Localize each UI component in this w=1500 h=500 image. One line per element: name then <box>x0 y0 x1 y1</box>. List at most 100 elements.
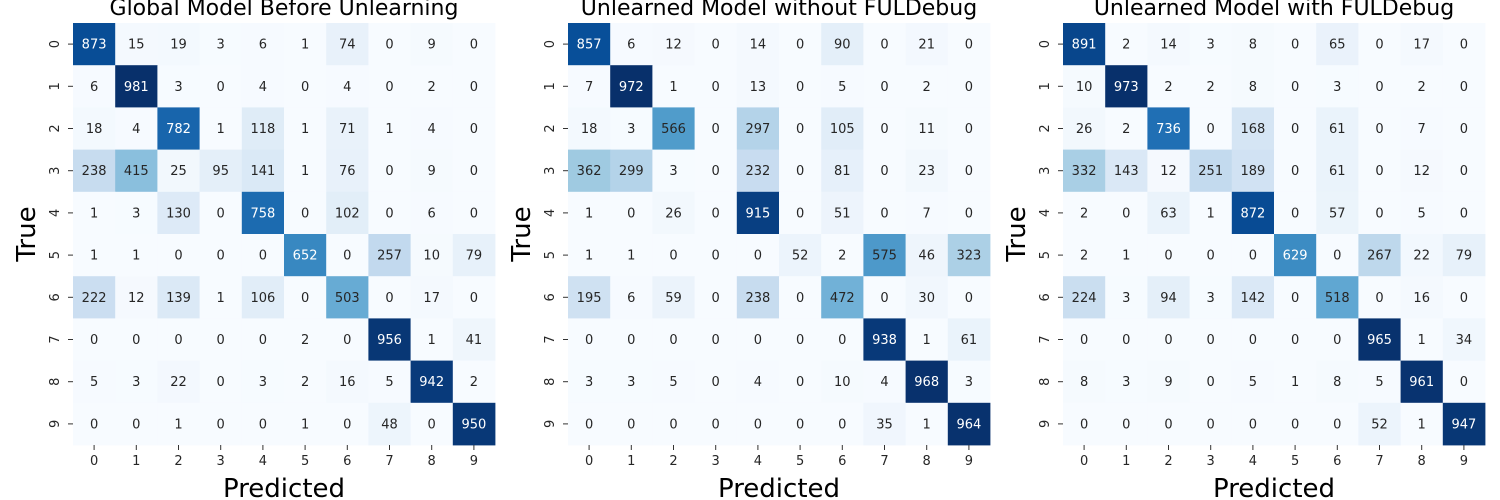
heatmap-cell <box>905 318 949 361</box>
cell-value-label: 0 <box>880 80 888 95</box>
cell-value-label: 0 <box>1207 122 1215 137</box>
cell-value-label: 0 <box>1460 291 1468 306</box>
cell-value-label: 18 <box>581 122 598 137</box>
heatmap-cell <box>326 23 369 66</box>
heatmap-cell <box>821 318 864 361</box>
cell-value-label: 8 <box>1249 38 1257 53</box>
heatmap-cell <box>199 318 243 361</box>
heatmap-cell <box>1274 23 1317 66</box>
heatmap-cell <box>610 107 653 150</box>
panel-unlearned-with-fuldebug: 891 2 14 3 8 0 65 0 17 010 973 2 2 8 0 3 0 2 026 2 736 0 168 0 6… <box>1002 0 1486 500</box>
heatmap-cell <box>284 191 327 235</box>
heatmap-cell <box>452 360 496 404</box>
y-tick-label: 0 <box>543 40 558 48</box>
cell-value-label: 267 <box>1367 249 1392 264</box>
cell-value-label: 51 <box>834 206 851 221</box>
heatmap-cell <box>1105 234 1148 277</box>
y-tick-label: 7 <box>1038 335 1053 343</box>
cell-value-label: 5 <box>1375 375 1383 390</box>
heatmap-cell <box>694 23 738 66</box>
heatmap-cell <box>610 23 653 66</box>
cell-value-label: 2 <box>1080 206 1088 221</box>
cell-value-label: 1 <box>301 417 309 432</box>
heatmap-cell <box>821 65 864 108</box>
cell-value-label: 1 <box>132 249 140 264</box>
cell-value-label: 0 <box>880 291 888 306</box>
heatmap-cell <box>1063 402 1106 446</box>
cell-value-label: 0 <box>1291 206 1299 221</box>
x-tick-label: 3 <box>712 454 720 469</box>
heatmap-cell <box>694 276 738 319</box>
heatmap-cell <box>241 402 285 446</box>
cell-value-label: 0 <box>880 206 888 221</box>
heatmap-cell <box>1189 149 1233 193</box>
x-tick-label: 5 <box>301 454 309 469</box>
cell-value-label: 629 <box>1283 249 1308 264</box>
cell-value-label: 35 <box>876 417 893 432</box>
heatmap-cell <box>610 318 653 361</box>
cell-value-label: 0 <box>712 38 720 53</box>
cell-value-label: 0 <box>259 249 267 264</box>
cell-value-label: 1 <box>1291 375 1299 390</box>
cell-value-label: 141 <box>250 164 275 179</box>
heatmap-cell <box>241 149 285 193</box>
y-tick-label: 8 <box>543 378 558 386</box>
heatmap-cell <box>947 234 991 277</box>
cell-value-label: 1 <box>217 291 225 306</box>
cell-value-label: 0 <box>1207 333 1215 348</box>
heatmap-cell <box>1274 360 1317 404</box>
cell-value-label: 1 <box>301 164 309 179</box>
cell-value-label: 0 <box>259 417 267 432</box>
heatmap-cell <box>863 360 906 404</box>
heatmap-cell <box>115 360 158 404</box>
heatmap-cell <box>947 149 991 193</box>
cell-value-label: 251 <box>1198 164 1223 179</box>
heatmap-cell <box>199 402 243 446</box>
heatmap-cell <box>1400 191 1444 235</box>
heatmap-cell <box>284 65 327 108</box>
heatmap-cell <box>1316 149 1359 193</box>
x-tick-label: 0 <box>585 454 593 469</box>
heatmap-cell <box>1063 149 1106 193</box>
cell-value-label: 189 <box>1240 164 1265 179</box>
heatmap-cell <box>452 402 496 446</box>
heatmap-cell <box>736 318 780 361</box>
cell-value-label: 130 <box>166 206 191 221</box>
heatmap-cell <box>410 23 454 66</box>
cell-value-label: 238 <box>82 164 107 179</box>
cell-value-label: 0 <box>965 122 973 137</box>
y-tick-label: 1 <box>48 82 63 90</box>
heatmap-cell <box>241 318 285 361</box>
heatmap-cell <box>241 65 285 108</box>
cell-value-label: 3 <box>217 38 225 53</box>
cell-value-label: 0 <box>754 417 762 432</box>
cell-value-label: 0 <box>1333 417 1341 432</box>
cell-value-label: 25 <box>170 164 187 179</box>
heatmap-cell <box>905 65 949 108</box>
cell-value-label: 3 <box>669 164 677 179</box>
cell-value-label: 0 <box>712 206 720 221</box>
heatmap-cell <box>905 276 949 319</box>
cell-value-label: 0 <box>385 206 393 221</box>
heatmap-cell <box>1400 276 1444 319</box>
cell-value-label: 6 <box>90 80 98 95</box>
heatmap-cell <box>115 276 158 319</box>
cell-value-label: 0 <box>796 206 804 221</box>
heatmap-cell <box>410 234 454 277</box>
cell-value-label: 0 <box>838 417 846 432</box>
heatmap-cell <box>863 65 906 108</box>
heatmap-cell <box>410 107 454 150</box>
heatmap-cell <box>779 149 822 193</box>
heatmap-cell <box>1147 191 1190 235</box>
cell-value-label: 0 <box>217 417 225 432</box>
cell-value-label: 79 <box>466 249 483 264</box>
cell-value-label: 41 <box>466 333 483 348</box>
heatmap-cell <box>157 360 200 404</box>
heatmap-cell <box>905 23 949 66</box>
x-tick-label: 8 <box>923 454 931 469</box>
cell-value-label: 0 <box>132 417 140 432</box>
cell-value-label: 10 <box>423 249 440 264</box>
heatmap-cell <box>1400 149 1444 193</box>
heatmap-cell <box>241 107 285 150</box>
